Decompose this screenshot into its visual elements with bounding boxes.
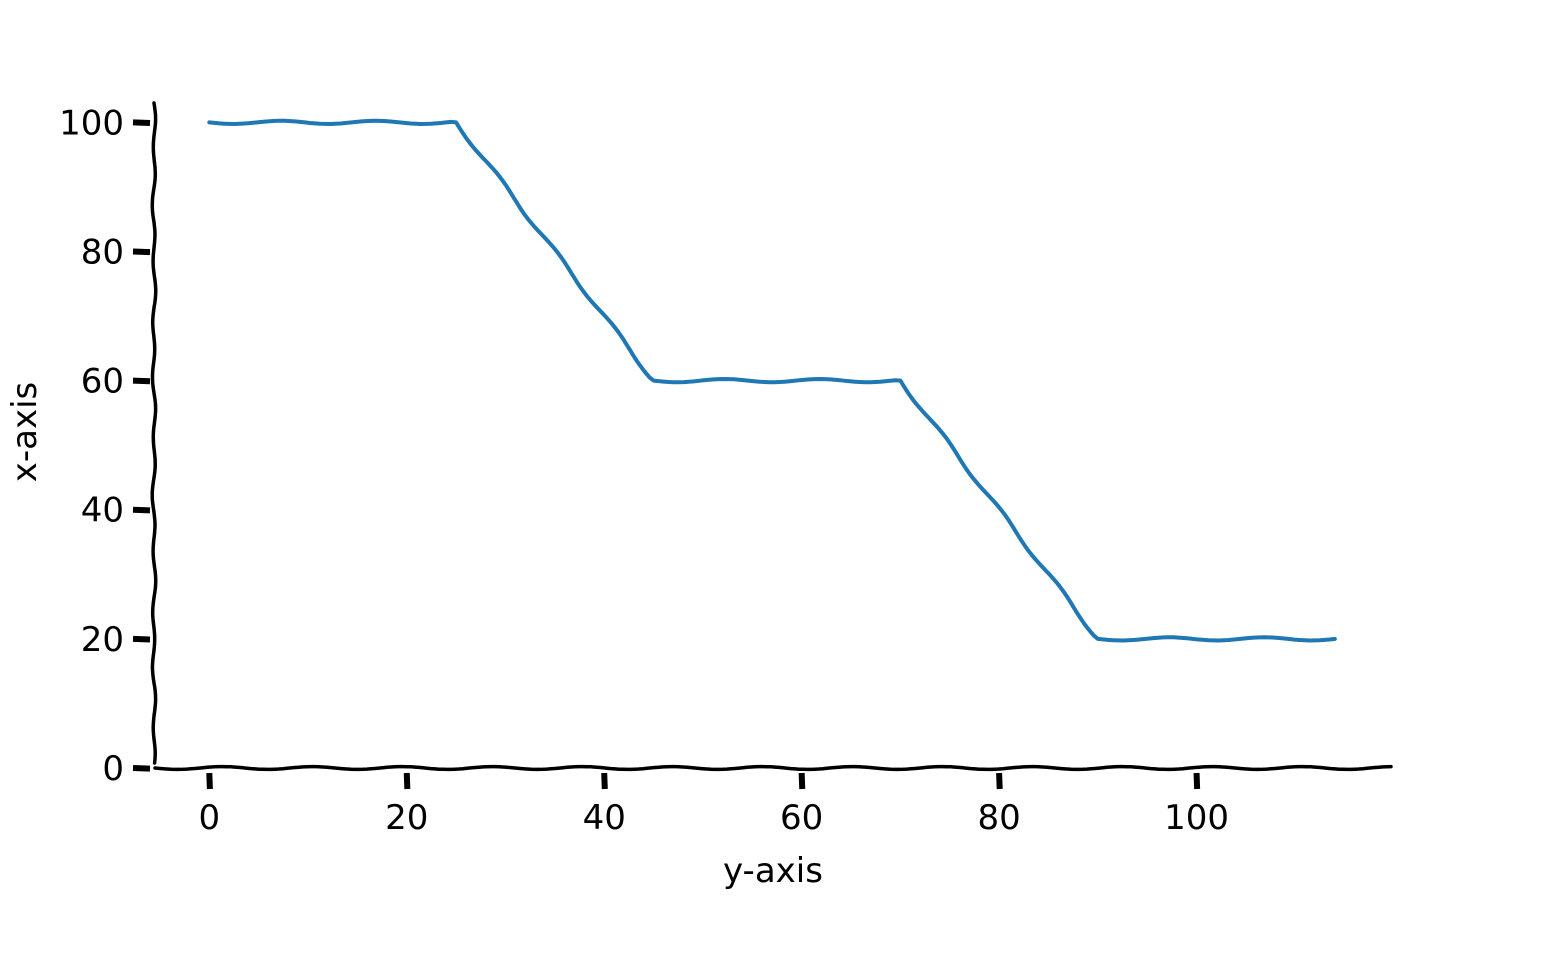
x-axis-line [153, 764, 1393, 772]
x-ticks: 0 20 40 60 80 100 [198, 772, 1229, 838]
plot-area [207, 118, 1337, 643]
y-ticks: 0 20 40 60 80 100 [59, 103, 151, 789]
y-tick-label: 20 [81, 620, 124, 660]
x-tick-mark [996, 772, 1003, 790]
y-axis-line [150, 101, 158, 765]
x-tick-mark [403, 772, 411, 790]
x-tick-label: 40 [583, 798, 626, 838]
y-axis-label: x-axis [5, 382, 45, 483]
x-tick-label: 80 [977, 798, 1020, 838]
x-axis-label: y-axis [723, 851, 823, 891]
x-tick-mark [206, 772, 213, 790]
x-tick-label: 0 [198, 798, 220, 838]
y-tick-label: 100 [59, 103, 124, 143]
x-tick-mark [601, 772, 608, 790]
y-tick-label: 0 [102, 749, 124, 789]
x-tick-label: 100 [1164, 798, 1229, 838]
y-tick-mark [132, 119, 151, 126]
y-tick-mark [132, 377, 151, 385]
y-tick-mark [132, 248, 151, 256]
x-tick-mark [1193, 772, 1201, 790]
y-tick-mark [132, 506, 151, 514]
y-tick-label: 80 [81, 232, 124, 272]
x-tick-mark [798, 772, 806, 790]
y-tick-label: 60 [81, 362, 124, 402]
y-tick-mark [132, 765, 151, 772]
y-tick-mark [132, 635, 151, 643]
x-tick-label: 60 [780, 798, 823, 838]
x-tick-label: 20 [385, 798, 428, 838]
axes [150, 101, 1393, 772]
y-tick-label: 40 [81, 491, 124, 531]
series-line [207, 118, 1337, 643]
